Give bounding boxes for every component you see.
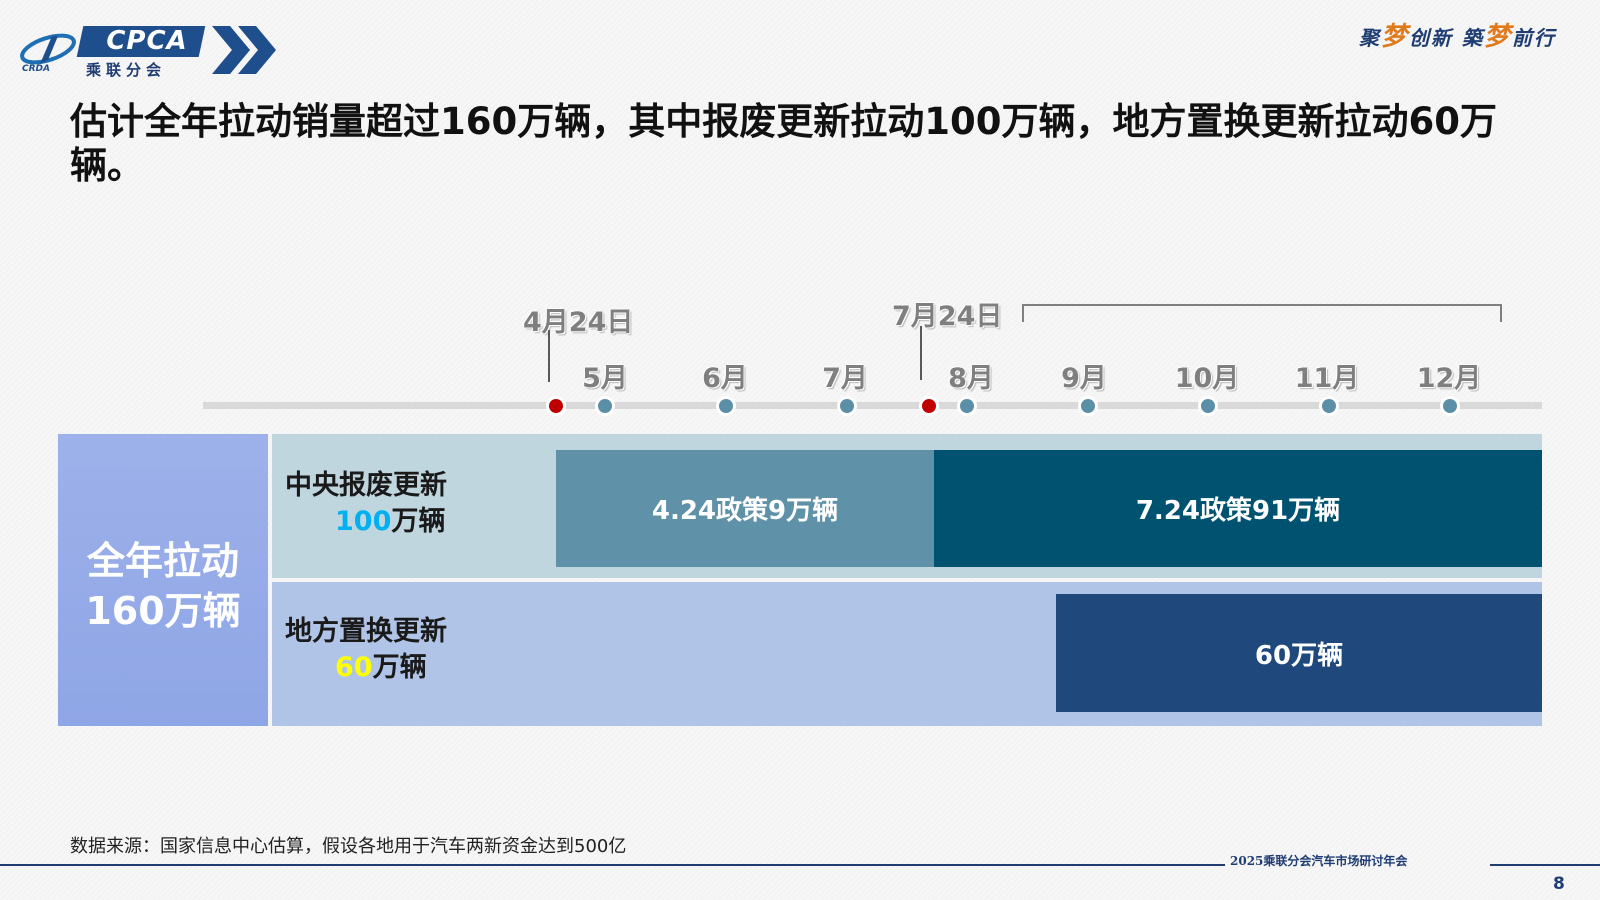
logo-small-text: CRDA [22,64,50,74]
row-label-local-title: 地方置换更新 [285,616,447,647]
month-dot-11 [1319,396,1339,416]
slogan-part2: 创新 築 [1409,26,1484,50]
central-number: 100 [335,506,392,537]
month-label-7: 7月 [822,363,868,394]
page-number: 8 [1553,874,1565,894]
slogan: 聚梦创新 築梦前行 [1359,16,1556,53]
row-label-central-value: 100万辆 [285,504,447,540]
month-dot-5 [595,396,615,416]
month-label-10: 10月 [1174,363,1240,394]
segment-0424-policy: 4.24政策9万辆 [556,450,934,567]
month-label-11: 11月 [1294,363,1360,394]
central-unit: 万辆 [391,506,446,537]
timeline-axis [203,402,1542,409]
month-label-12: 12月 [1416,363,1482,394]
slogan-part1: 聚 [1359,26,1381,50]
month-label-6: 6月 [702,363,748,394]
segment-0724-policy: 7.24政策91万辆 [934,450,1542,567]
slogan-dream2: 梦 [1483,22,1512,52]
row-label-central: 中央报废更新 100万辆 [285,468,447,540]
slogan-part3: 前行 [1512,26,1556,50]
row-label-local: 地方置换更新 60万辆 [285,614,447,686]
logo-brand-text: CPCA [106,26,188,56]
month-label-5: 5月 [582,363,628,394]
policy-dot-0424 [546,396,566,416]
policy-dot-0724 [919,396,939,416]
total-value: 160万辆 [85,589,241,633]
logo-name-cn: 乘联分会 [86,61,167,79]
month-dot-8 [957,396,977,416]
footer-divider-left [0,864,1225,866]
month-dot-10 [1198,396,1218,416]
total-label: 全年拉动 [86,539,239,583]
month-dot-9 [1078,396,1098,416]
total-box: 全年拉动 160万辆 [58,434,268,726]
footer-divider-right [1490,864,1600,866]
month-label-9: 9月 [1061,363,1107,394]
double-chevron-icon [212,26,276,74]
month-dot-7 [837,396,857,416]
segment-local-60: 60万辆 [1056,594,1542,712]
date-label-0424: 4月24日 [523,307,634,338]
data-source: 数据来源：国家信息中心估算，假设各地用于汽车两新资金达到500亿 [70,836,627,857]
cpca-logo: CPCA 乘联分会 CRDA [18,24,276,80]
date-pointer-0724 [920,326,922,380]
slogan-dream1: 梦 [1381,22,1410,52]
period-bracket [1022,304,1502,322]
date-pointer-0424 [548,330,550,382]
month-label-8: 8月 [948,363,994,394]
local-number: 60 [335,652,373,683]
month-dot-12 [1440,396,1460,416]
month-dot-6 [716,396,736,416]
row-label-local-value: 60万辆 [285,650,447,686]
slide-title: 估计全年拉动销量超过160万辆，其中报废更新拉动100万辆，地方置换更新拉动60… [70,100,1497,187]
local-unit: 万辆 [372,652,427,683]
row-label-central-title: 中央报废更新 [285,470,447,501]
date-label-0724: 7月24日 [892,301,1003,332]
logo-ring-icon [20,33,76,65]
footer-event-name: 2025乘联分会汽车市场研讨年会 [1230,854,1408,868]
